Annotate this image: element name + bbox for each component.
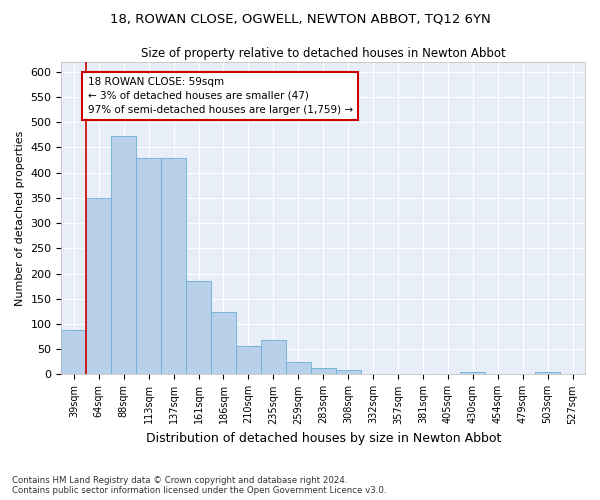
Text: Contains HM Land Registry data © Crown copyright and database right 2024.
Contai: Contains HM Land Registry data © Crown c… [12,476,386,495]
Bar [61,330,86,374]
Bar [111,136,136,374]
Bar [535,372,560,374]
Bar [261,340,286,374]
Text: 18, ROWAN CLOSE, OGWELL, NEWTON ABBOT, TQ12 6YN: 18, ROWAN CLOSE, OGWELL, NEWTON ABBOT, T… [110,12,490,26]
Bar [86,198,111,374]
Title: Size of property relative to detached houses in Newton Abbot: Size of property relative to detached ho… [141,48,506,60]
Bar [236,346,261,374]
Bar [136,158,161,374]
Bar [311,368,335,374]
Text: 18 ROWAN CLOSE: 59sqm
← 3% of detached houses are smaller (47)
97% of semi-detac: 18 ROWAN CLOSE: 59sqm ← 3% of detached h… [88,77,353,115]
Bar [161,158,186,374]
Bar [186,281,211,374]
Y-axis label: Number of detached properties: Number of detached properties [15,130,25,306]
Bar [460,372,485,374]
Bar [211,312,236,374]
Bar [335,370,361,374]
X-axis label: Distribution of detached houses by size in Newton Abbot: Distribution of detached houses by size … [146,432,501,445]
Bar [286,362,311,374]
